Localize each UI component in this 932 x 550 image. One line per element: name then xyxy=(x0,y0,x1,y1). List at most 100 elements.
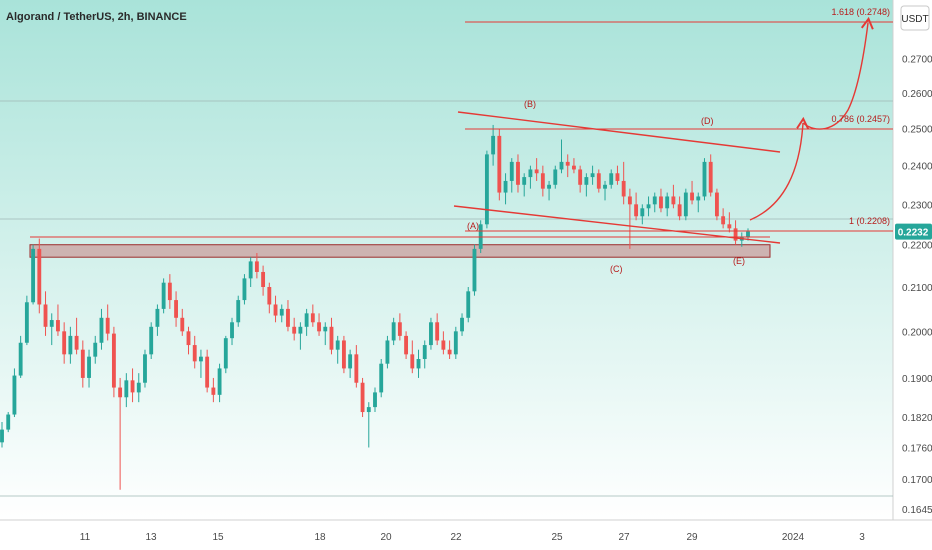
candle xyxy=(553,165,558,189)
candle-body xyxy=(416,359,421,369)
candle-body xyxy=(609,173,614,185)
price-axis-ticks: 0.2700 0.2600 0.2500 0.2400 0.2300 0.2200 0.21… xyxy=(902,55,932,516)
fib-0786-label: 0.786 (0.2457) xyxy=(831,114,890,124)
candle xyxy=(68,326,73,364)
candle-body xyxy=(205,356,210,388)
candle-body xyxy=(466,291,471,318)
candle xyxy=(714,188,719,221)
candle-body xyxy=(310,313,315,323)
candle-body xyxy=(155,308,160,327)
candle xyxy=(273,295,278,323)
candle-body xyxy=(323,326,328,332)
candle xyxy=(279,304,284,323)
candle xyxy=(373,387,377,413)
candle-body xyxy=(429,322,433,346)
candle xyxy=(652,192,657,213)
candle-body xyxy=(522,177,527,185)
candle-body xyxy=(379,363,384,393)
candle xyxy=(149,322,154,360)
candle-body xyxy=(279,308,284,316)
current-price-badge xyxy=(895,223,932,240)
candle-body xyxy=(143,354,147,383)
candle-body xyxy=(578,169,583,185)
candlestick-series xyxy=(0,124,750,490)
price-tick-label: 0.1700 xyxy=(902,475,932,486)
candle xyxy=(733,220,738,245)
candle-body xyxy=(435,322,440,341)
candle-body xyxy=(335,340,340,350)
candle-body xyxy=(223,338,228,369)
candle-body xyxy=(410,354,415,369)
candle-body xyxy=(254,261,259,272)
candle xyxy=(236,295,241,327)
wave-label-c: (C) xyxy=(610,264,623,274)
wave-label-d: (D) xyxy=(701,116,714,126)
candle xyxy=(366,402,371,448)
candle-body xyxy=(447,349,452,355)
candle-body xyxy=(74,335,79,350)
candle-body xyxy=(167,282,172,301)
candle-body xyxy=(404,335,409,355)
candle-body xyxy=(497,135,502,193)
candle xyxy=(341,335,346,374)
time-tick-label: 20 xyxy=(380,532,392,543)
candle-body xyxy=(690,192,694,201)
candle-body xyxy=(217,368,222,395)
candle xyxy=(491,124,496,166)
candle-body xyxy=(292,326,297,334)
price-tick-label: 0.2600 xyxy=(902,89,932,100)
candle xyxy=(522,173,527,197)
time-tick-label: 22 xyxy=(450,532,462,543)
candle-body xyxy=(199,356,203,362)
candle-body xyxy=(304,313,309,327)
candle xyxy=(136,373,141,403)
candle xyxy=(118,377,123,490)
candle-body xyxy=(211,387,216,395)
candle xyxy=(87,349,91,388)
time-tick-label: 11 xyxy=(80,532,91,543)
candle xyxy=(323,322,328,346)
candle-body xyxy=(603,184,607,189)
candle xyxy=(143,349,147,388)
candle-body xyxy=(329,326,334,350)
candle-body xyxy=(49,320,54,327)
candle xyxy=(254,253,259,279)
candle-body xyxy=(230,322,234,339)
candle xyxy=(683,188,688,221)
candle xyxy=(354,345,359,388)
candle-body xyxy=(373,392,377,408)
wave-label-b: (B) xyxy=(524,99,536,109)
time-tick-label: 27 xyxy=(618,532,630,543)
candle xyxy=(261,265,266,296)
candle-body xyxy=(540,173,545,189)
candle xyxy=(174,291,178,327)
candle xyxy=(167,274,172,309)
candle-body xyxy=(572,165,576,170)
candle xyxy=(130,368,135,403)
wave-label-a: (A) xyxy=(467,221,479,231)
price-tick-label: 0.1900 xyxy=(902,374,932,385)
time-axis-background xyxy=(0,520,932,550)
candle xyxy=(304,308,309,336)
price-tick-label: 0.2300 xyxy=(902,200,932,211)
candle-body xyxy=(671,196,676,205)
candle xyxy=(397,313,402,341)
candle-body xyxy=(186,331,191,346)
candle xyxy=(74,317,79,355)
candle xyxy=(484,150,489,229)
candle xyxy=(578,165,583,193)
candle xyxy=(503,173,508,205)
candle-body xyxy=(509,161,514,181)
candle-body xyxy=(453,331,458,355)
currency-unit-badge[interactable] xyxy=(900,5,930,31)
candle xyxy=(62,322,67,364)
candle-body xyxy=(708,161,713,193)
candle xyxy=(559,139,564,174)
candle-body xyxy=(733,228,738,241)
candle-body xyxy=(746,231,750,237)
candle xyxy=(615,165,620,185)
candle xyxy=(155,304,160,336)
candle xyxy=(603,180,607,201)
candle xyxy=(379,359,384,398)
